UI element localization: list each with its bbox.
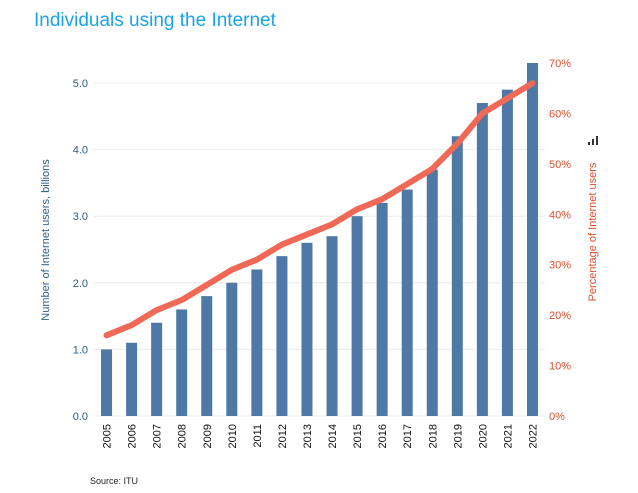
- bar-2012[interactable]: [276, 256, 288, 416]
- line-point-2009[interactable]: [206, 284, 208, 286]
- source-note: Source: ITU: [90, 476, 139, 486]
- left-tick-label: 3.0: [73, 211, 88, 223]
- bar-2018[interactable]: [426, 169, 438, 416]
- x-tick-label: 2017: [402, 424, 414, 448]
- line-series: [103, 80, 536, 339]
- line-point-2014[interactable]: [331, 223, 333, 225]
- line-point-2007[interactable]: [156, 309, 158, 311]
- x-tick-label: 2018: [427, 424, 439, 448]
- bar-2013[interactable]: [301, 242, 313, 416]
- left-tick-label: 1.0: [73, 344, 88, 356]
- bar-chart-icon[interactable]: [588, 135, 600, 145]
- x-tick-label: 2019: [452, 424, 464, 448]
- right-tick-label: 30%: [549, 260, 571, 272]
- x-tick-label: 2022: [527, 424, 539, 448]
- x-tick-label: 2013: [302, 424, 314, 448]
- right-axis-title: Percentage of Internet users: [587, 162, 599, 301]
- x-tick-label: 2012: [277, 424, 289, 448]
- x-tick-label: 2009: [202, 424, 214, 448]
- bar-2015[interactable]: [351, 216, 363, 416]
- right-tick-label: 0%: [549, 411, 565, 423]
- line-point-2016[interactable]: [381, 198, 383, 200]
- line-point-2020[interactable]: [481, 112, 483, 114]
- left-axis-title: Number of Internet users, billions: [40, 159, 52, 321]
- left-tick-label: 0.0: [73, 411, 88, 423]
- gridlines: [94, 82, 545, 417]
- bar-2017[interactable]: [401, 189, 413, 416]
- line-point-2005[interactable]: [106, 334, 108, 336]
- line-point-2008[interactable]: [181, 299, 183, 301]
- chart-title: Individuals using the Internet: [34, 10, 276, 31]
- x-tick-label: 2014: [327, 424, 339, 448]
- bar-2006[interactable]: [126, 342, 138, 416]
- x-tick-label: 2006: [127, 424, 139, 448]
- right-tick-label: 20%: [549, 310, 571, 322]
- x-tick-label: 2020: [477, 424, 489, 448]
- x-tick-label: 2007: [152, 424, 164, 448]
- bar-2021[interactable]: [501, 89, 513, 416]
- bar-2019[interactable]: [451, 136, 463, 416]
- bar-2014[interactable]: [326, 236, 338, 416]
- line-point-2019[interactable]: [456, 143, 458, 145]
- line-point-2006[interactable]: [131, 324, 133, 326]
- x-tick-label: 2021: [502, 424, 514, 448]
- line-point-2012[interactable]: [281, 244, 283, 246]
- bar-2009[interactable]: [201, 296, 213, 416]
- line-point-2017[interactable]: [406, 183, 408, 185]
- right-tick-label: 40%: [549, 209, 571, 221]
- bar-2020[interactable]: [476, 102, 488, 416]
- line-point-2015[interactable]: [356, 208, 358, 210]
- line-point-2013[interactable]: [306, 233, 308, 235]
- line-point-2011[interactable]: [256, 259, 258, 261]
- right-axis-ticks: 0% 10% 20% 30% 40% 50% 60% 70%: [549, 58, 571, 423]
- x-tick-label: 2016: [377, 424, 389, 448]
- right-tick-label: 70%: [549, 58, 571, 70]
- left-axis-ticks: 0.0 1.0 2.0 3.0 4.0 5.0: [73, 78, 88, 423]
- left-tick-label: 5.0: [73, 78, 88, 90]
- right-tick-label: 10%: [549, 361, 571, 373]
- right-tick-label: 60%: [549, 108, 571, 120]
- x-tick-label: 2015: [352, 424, 364, 448]
- bar-2007[interactable]: [151, 322, 163, 416]
- bar-2022[interactable]: [526, 63, 538, 416]
- bar-2016[interactable]: [376, 202, 388, 416]
- right-tick-label: 50%: [549, 159, 571, 171]
- line-point-2021[interactable]: [506, 97, 508, 99]
- line-point-2022[interactable]: [531, 82, 533, 84]
- bar-2008[interactable]: [176, 309, 188, 416]
- line-percentage-users[interactable]: [103, 80, 536, 339]
- bar-2011[interactable]: [251, 269, 263, 416]
- line-point-2010[interactable]: [231, 269, 233, 271]
- line-point-2018[interactable]: [431, 168, 433, 170]
- x-tick-label: 2011: [252, 424, 264, 448]
- left-tick-label: 2.0: [73, 278, 88, 290]
- bar-2005[interactable]: [101, 349, 113, 416]
- left-tick-label: 4.0: [73, 145, 88, 157]
- x-axis-ticks: 2005 2006 2007 2008 2009 2010 2011 2012 2013 2014…: [102, 424, 540, 448]
- x-tick-label: 2005: [102, 424, 114, 448]
- bar-series: [101, 63, 538, 416]
- x-tick-label: 2010: [227, 424, 239, 448]
- bar-2010[interactable]: [226, 282, 238, 416]
- x-tick-label: 2008: [177, 424, 189, 448]
